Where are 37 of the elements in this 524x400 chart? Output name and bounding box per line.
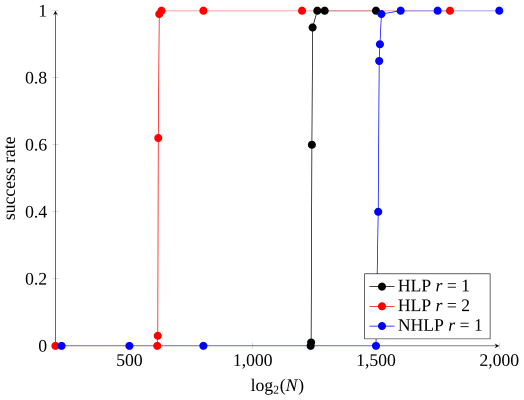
point	[376, 40, 384, 48]
y-tick-label: 1	[40, 5, 46, 17]
legend-label: HLP r = 2	[398, 300, 470, 312]
point	[374, 208, 382, 216]
x-tick-label: 2,000	[480, 354, 518, 369]
point	[308, 140, 316, 149]
legend-label: NHLP r = 1	[398, 319, 482, 331]
point	[320, 6, 329, 15]
y-tick-label: 0.8	[26, 72, 46, 84]
x-tick-label: 500	[117, 354, 142, 366]
point	[157, 6, 166, 15]
x-tick-label: 1,000	[234, 354, 272, 369]
point	[199, 6, 208, 15]
point	[375, 57, 384, 66]
point	[434, 6, 442, 15]
legend-label: HLP r = 1	[398, 280, 469, 292]
point	[58, 342, 66, 350]
x-tick-label: 1,500	[358, 354, 396, 369]
point	[298, 6, 306, 15]
point	[377, 10, 386, 18]
point	[495, 6, 504, 15]
x-axis-title: log$_{2}$(N)	[250, 378, 304, 395]
point	[396, 6, 405, 15]
point	[125, 342, 134, 350]
point	[446, 6, 454, 15]
point	[154, 332, 162, 340]
y-tick-label: 0.6	[26, 138, 47, 151]
point	[372, 342, 380, 350]
point	[308, 24, 317, 32]
point	[153, 342, 162, 350]
y-tick-label: 0	[38, 340, 46, 352]
point	[154, 134, 162, 142]
y-tick-label: 0.2	[26, 273, 46, 285]
y-axis-title: success rate	[4, 137, 15, 220]
y-tick-label: 0.4	[26, 206, 47, 218]
point	[313, 6, 322, 15]
point	[199, 342, 208, 350]
